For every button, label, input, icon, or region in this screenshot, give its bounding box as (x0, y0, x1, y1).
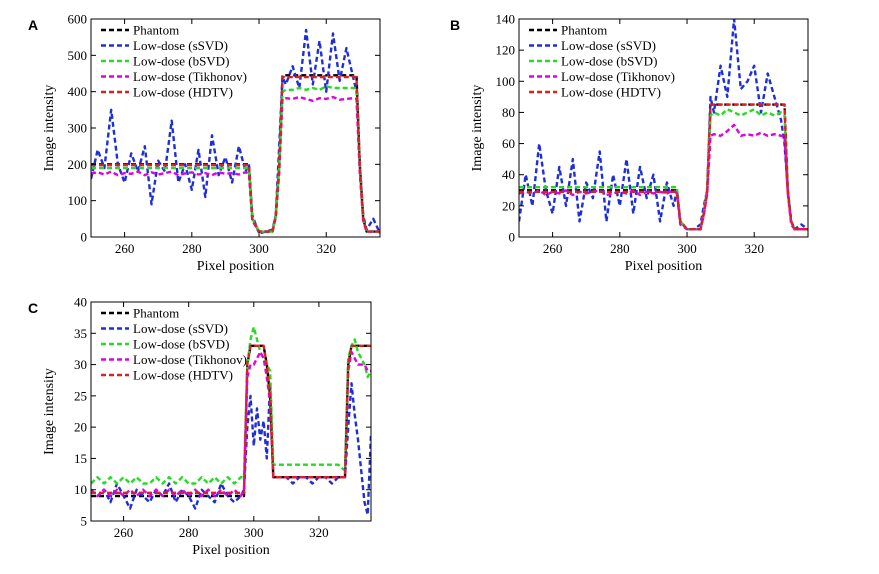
x-axis-title: Pixel position (197, 259, 274, 274)
y-tick-label: 20 (74, 420, 87, 435)
y-tick-label: 40 (502, 167, 515, 182)
panel-label: C (28, 300, 38, 316)
series-line-4 (91, 344, 371, 494)
chart-panel-c: C 260 280 300 320 5 10 15 20 25 30 35 40 Pixel positi… (28, 295, 372, 558)
y-tick-label: 30 (74, 357, 87, 372)
x-tick-label: 260 (115, 241, 135, 256)
y-tick-label: 120 (496, 43, 516, 58)
series-line-4 (519, 103, 808, 231)
x-axis-title: Pixel position (192, 543, 269, 558)
plot-frame (90, 301, 372, 522)
series-group (91, 28, 380, 235)
y-tick-label: 35 (74, 326, 87, 341)
chart-panel-b: B 260 280 300 320 0 20 40 60 80 100 120 140 Pixel pos… (450, 12, 809, 274)
x-tick-label: 260 (543, 241, 563, 256)
legend-entry: Low-dose (sSVD) (133, 38, 228, 53)
series-group (519, 19, 808, 231)
y-tick-label: 500 (68, 48, 88, 63)
legend-entry: Phantom (133, 23, 179, 38)
series-line-1 (91, 28, 380, 235)
y-tick-label: 80 (502, 105, 515, 120)
y-tick-label: 20 (502, 198, 515, 213)
plot-frame (518, 18, 809, 238)
series-line-2 (91, 325, 371, 485)
legend-entry: Low-dose (Tikhonov) (561, 69, 675, 84)
series-line-2 (519, 108, 808, 231)
x-tick-label: 300 (244, 525, 264, 540)
y-tick-label: 0 (509, 230, 516, 245)
legend-entry: Phantom (133, 306, 179, 321)
chart-panel-a: A 260 280 300 320 0 100 200 300 400 500 600 Pixel po… (28, 12, 381, 274)
legend-entry: Low-dose (Tikhonov) (133, 69, 247, 84)
x-tick-label: 320 (309, 525, 329, 540)
legend-entry: Low-dose (bSVD) (561, 54, 657, 69)
x-tick-label: 320 (744, 241, 764, 256)
legend-entry: Phantom (561, 23, 607, 38)
series-line-3 (519, 123, 808, 231)
legend-entry: Low-dose (HDTV) (133, 368, 233, 383)
series-line-4 (91, 75, 380, 233)
series-line-3 (91, 95, 380, 233)
series-line-1 (91, 382, 371, 516)
y-tick-label: 25 (74, 388, 87, 403)
x-tick-label: 320 (316, 241, 336, 256)
y-tick-label: 400 (68, 84, 88, 99)
x-tick-label: 300 (677, 241, 697, 256)
y-tick-label: 10 (74, 482, 87, 497)
legend-entry: Low-dose (HDTV) (133, 85, 233, 100)
y-tick-label: 140 (496, 12, 516, 27)
x-tick-label: 280 (179, 525, 199, 540)
legend-entry: Low-dose (sSVD) (133, 321, 228, 336)
legend-entry: Low-dose (bSVD) (133, 337, 229, 352)
x-tick-label: 280 (182, 241, 202, 256)
y-tick-label: 40 (74, 295, 87, 310)
y-tick-label: 15 (74, 451, 87, 466)
series-group (91, 325, 371, 516)
y-tick-label: 60 (502, 136, 515, 151)
y-tick-label: 200 (68, 157, 88, 172)
legend-entry: Low-dose (HDTV) (561, 85, 661, 100)
y-axis-title: Image intensity (42, 368, 57, 455)
y-tick-label: 5 (81, 514, 88, 529)
y-tick-label: 600 (68, 12, 88, 27)
y-tick-label: 0 (81, 230, 88, 245)
x-tick-label: 280 (610, 241, 630, 256)
y-axis-title: Image intensity (470, 85, 485, 172)
y-tick-label: 100 (496, 74, 516, 89)
y-axis-title: Image intensity (42, 85, 57, 172)
y-tick-label: 300 (68, 121, 88, 136)
panel-label: A (28, 17, 38, 33)
y-tick-label: 100 (68, 193, 88, 208)
panel-label: B (450, 17, 460, 33)
series-line-0 (519, 103, 808, 231)
x-tick-label: 300 (249, 241, 269, 256)
x-axis-title: Pixel position (625, 259, 702, 274)
series-line-0 (91, 344, 371, 498)
legend-entry: Low-dose (Tikhonov) (133, 352, 247, 367)
x-tick-label: 260 (114, 525, 134, 540)
legend-entry: Low-dose (bSVD) (133, 54, 229, 69)
legend-entry: Low-dose (sSVD) (561, 38, 656, 53)
